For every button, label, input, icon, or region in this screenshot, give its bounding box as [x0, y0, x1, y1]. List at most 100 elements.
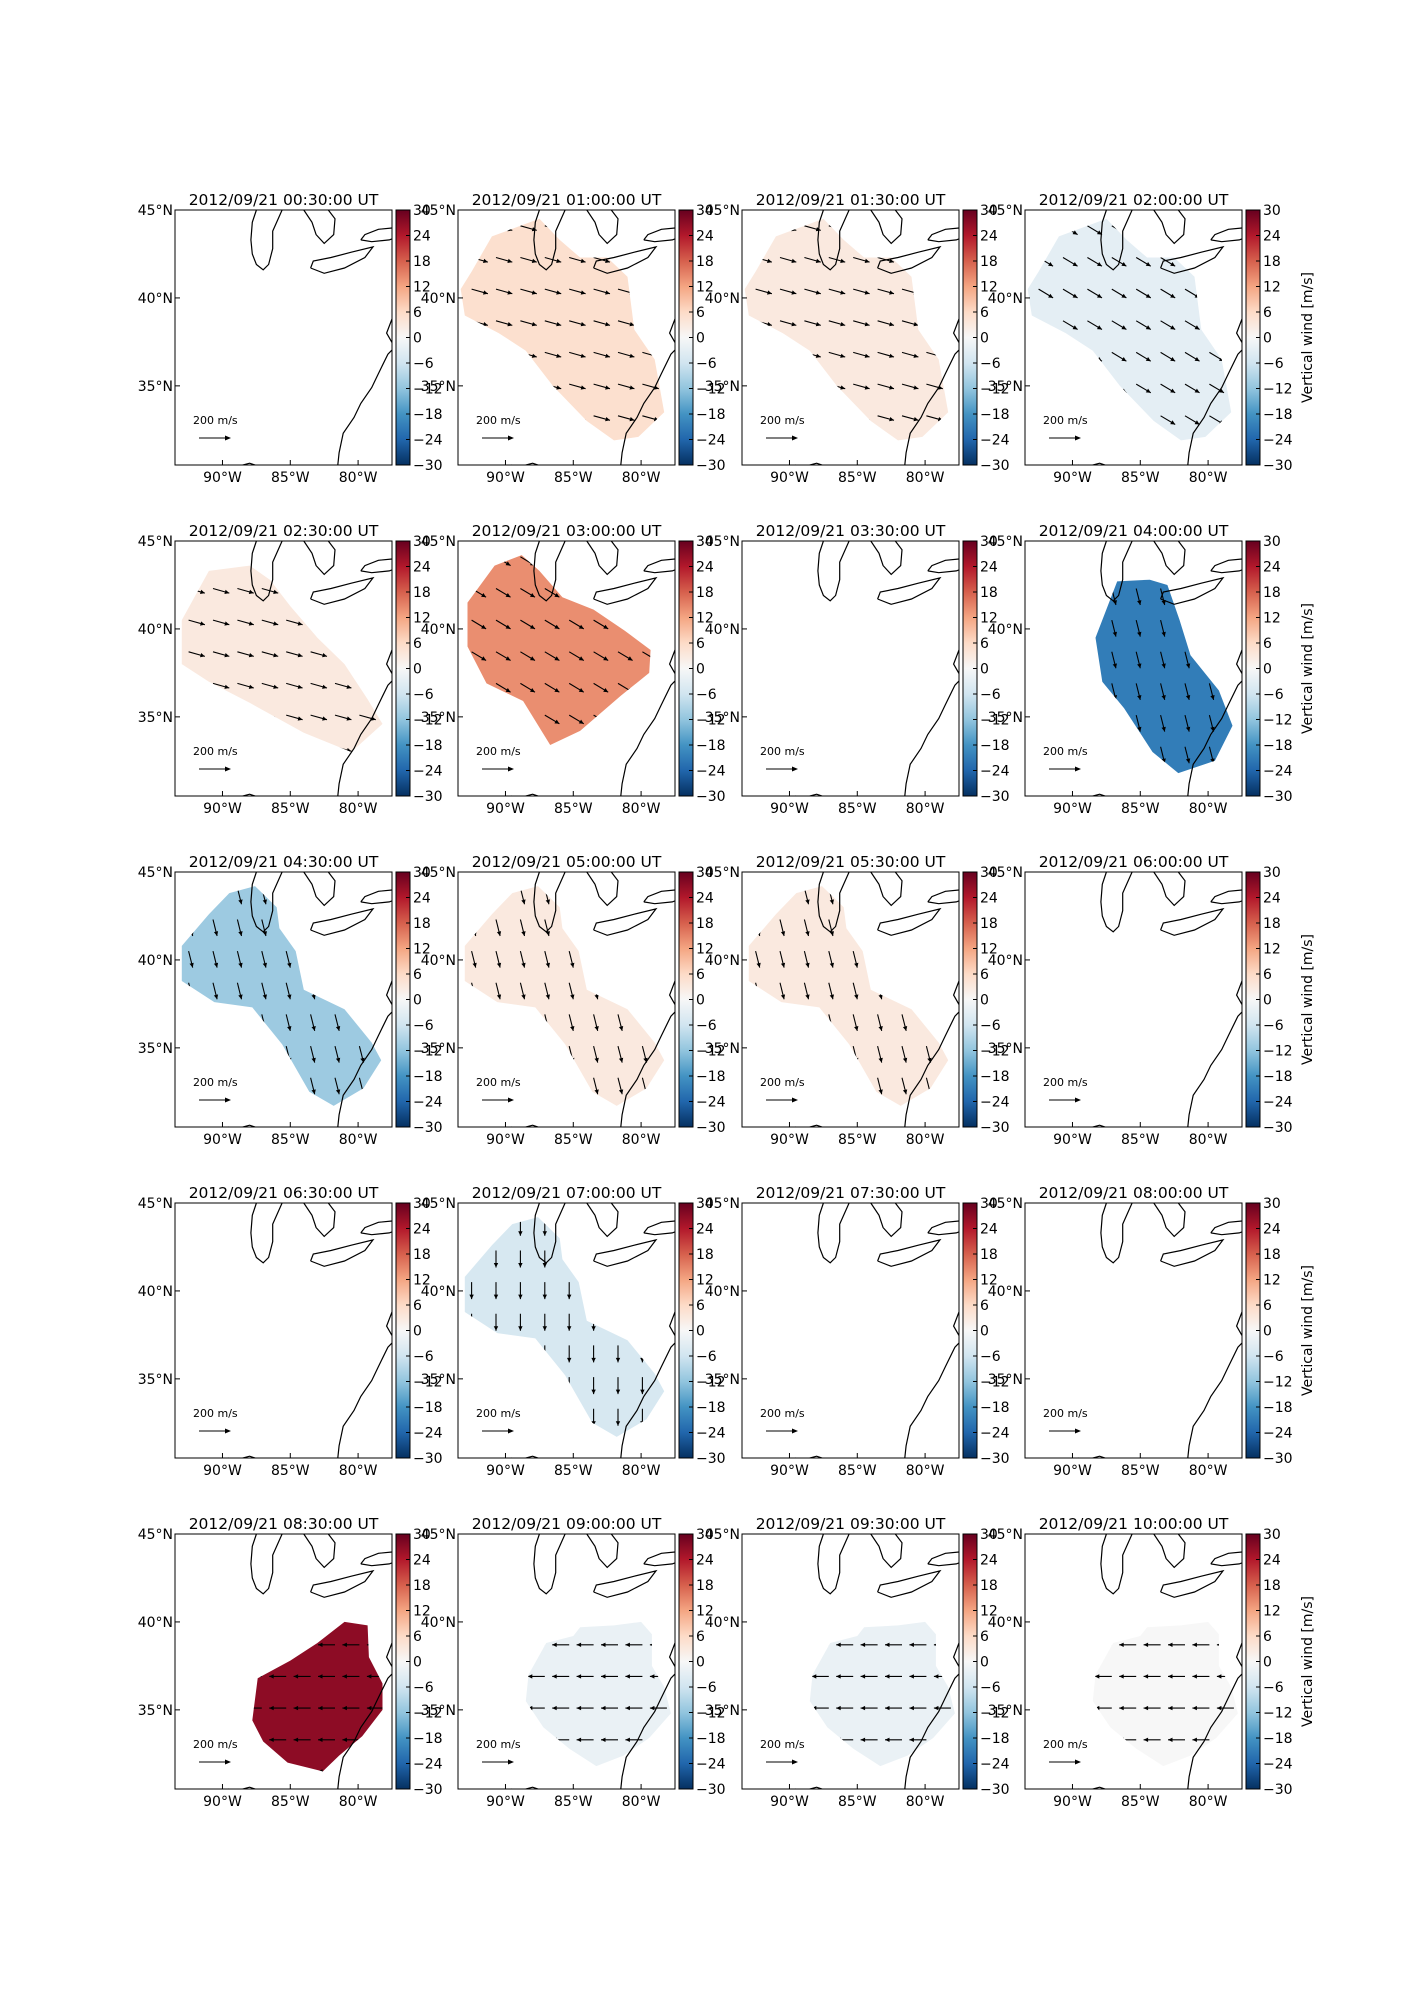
colorbar-tick-label: −24 [413, 1095, 443, 1111]
arrow-head [322, 748, 327, 752]
arrow-head [213, 1057, 219, 1063]
arrow-head [629, 227, 635, 232]
lat-tick-label: 45°N [421, 1527, 456, 1543]
colorbar-tick-label: −6 [980, 1349, 1001, 1365]
arrow-head [909, 1769, 914, 1773]
arrow-head [937, 322, 943, 327]
arrow-head [269, 1769, 274, 1772]
arrow-head [347, 780, 352, 784]
wind-arrow [384, 1109, 388, 1126]
arrow-head [1040, 695, 1044, 700]
lon-tick-label: 80°W [906, 1794, 945, 1810]
lon-tick-label: 90°W [203, 1463, 242, 1479]
arrow-head [885, 1705, 890, 1711]
map-area [181, 541, 392, 796]
arrow-head [1137, 695, 1142, 700]
wind-arrow [237, 1109, 241, 1126]
colorbar-tick-label: −12 [980, 1375, 1010, 1391]
wind-arrow [1209, 320, 1225, 330]
arrow-head [335, 1089, 341, 1095]
wind-arrow [1234, 715, 1238, 732]
arrow-head [503, 1643, 508, 1647]
arrow-head [1112, 726, 1117, 732]
arrow-head [1161, 663, 1166, 669]
scale-key-label: 200 m/s [476, 414, 521, 427]
coastline [1210, 1220, 1242, 1236]
colorbar-tick-label: 24 [1263, 1553, 1281, 1569]
scale-key-label: 200 m/s [760, 414, 805, 427]
wind-arrow [1039, 589, 1043, 606]
panel-frame [741, 1202, 960, 1459]
arrow-head [836, 1705, 841, 1711]
arrow-head [578, 656, 584, 661]
colorbar-tick-label: 0 [1263, 331, 1272, 347]
panel-title: 2012/09/21 03:00:00 UT [472, 522, 662, 540]
colorbar-tick-label: 24 [413, 891, 431, 907]
colorbar-tick-label: 6 [696, 636, 705, 652]
wind-arrow [471, 556, 487, 567]
arrow-head [507, 449, 512, 453]
map-area [1077, 872, 1242, 1127]
arrow-head [1235, 758, 1239, 763]
colorbar-tick-label: 12 [980, 1273, 998, 1289]
arrow-head [360, 994, 365, 1000]
coastline [227, 1786, 296, 1789]
arrow-head [854, 1026, 859, 1031]
colorbar-tick-label: −18 [980, 738, 1010, 754]
panel-title: 2012/09/21 09:30:00 UT [756, 1515, 946, 1533]
colorbar-tick-label: 30 [1263, 1527, 1281, 1543]
lon-tick-label: 85°W [1121, 1132, 1160, 1148]
lat-tick-label: 40°N [138, 1615, 173, 1631]
arrow-head [493, 1294, 499, 1300]
arrow-head [601, 1705, 606, 1711]
coastline [817, 1203, 850, 1264]
arrow-head [213, 899, 219, 905]
wind-arrow [594, 1109, 598, 1126]
arrow-head [909, 1579, 914, 1583]
wind-arrow [593, 714, 609, 725]
arrow-head [189, 899, 194, 905]
arrow-head [556, 353, 562, 358]
colorbar-tick-label: −24 [1263, 1757, 1293, 1773]
arrow-head [927, 962, 932, 968]
vertical-wind-region [464, 886, 665, 1106]
arrow-head [952, 963, 956, 968]
colorbar-tick-label: −24 [1263, 433, 1293, 449]
wind-arrow [755, 1045, 761, 1063]
wind-arrow [1063, 557, 1067, 574]
arrow-head [816, 449, 821, 453]
colorbar-tick-label: 0 [980, 993, 989, 1009]
vertical-wind-region [181, 886, 382, 1106]
arrow-head [1072, 357, 1078, 362]
wind-arrow [334, 651, 352, 657]
panel-title: 2012/09/21 09:00:00 UT [472, 1515, 662, 1533]
arrow-head [248, 748, 254, 752]
coastline [227, 462, 296, 465]
coastline [643, 1220, 675, 1236]
scale-key-arrow-head [508, 1759, 514, 1765]
vertical-wind-region [467, 555, 651, 745]
wind-arrow [1039, 620, 1043, 637]
colorbar-tick-label: −18 [1263, 1731, 1293, 1747]
arrow-head [213, 1026, 219, 1031]
arrow-head [625, 1705, 630, 1711]
wind-arrow [1062, 383, 1078, 394]
colorbar-tick-label: 6 [980, 636, 989, 652]
panel-title: 2012/09/21 06:30:00 UT [189, 1184, 379, 1202]
arrow-head [507, 353, 513, 358]
wind-arrow [593, 950, 599, 968]
arrow-head [224, 653, 230, 658]
arrow-head [580, 290, 586, 295]
colorbar-tick-label: 12 [1263, 1604, 1281, 1620]
wind-arrow [471, 351, 489, 358]
arrow-head [196, 1643, 201, 1647]
arrow-head [531, 258, 537, 263]
wind-arrow [779, 1045, 785, 1063]
lat-tick-label: 40°N [988, 953, 1023, 969]
arrow-head [605, 417, 610, 422]
arrow-head [909, 1737, 914, 1742]
arrow-head [385, 1058, 389, 1063]
arrow-head [780, 1089, 786, 1095]
arrow-head [1040, 600, 1044, 605]
